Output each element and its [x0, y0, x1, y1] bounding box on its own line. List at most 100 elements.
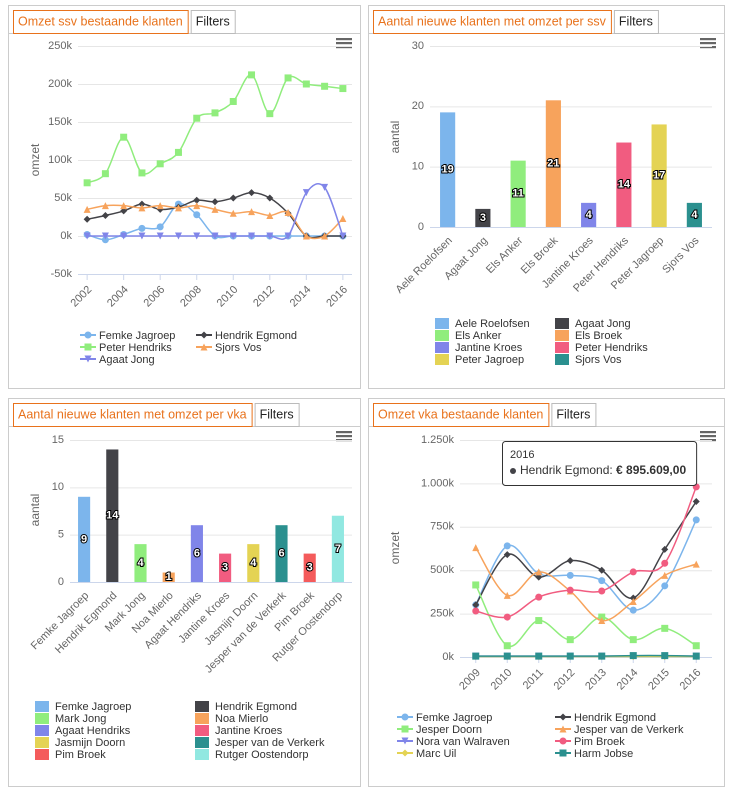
menu-line — [336, 38, 352, 41]
tab-filters[interactable]: Filters — [260, 407, 294, 421]
data-point — [138, 169, 146, 177]
legend-item[interactable]: Peter Jagroep — [435, 354, 524, 366]
legend-item[interactable]: Pim Broek — [555, 736, 625, 748]
legend-item[interactable]: Femke Jagroep — [80, 330, 175, 342]
legend-item[interactable]: Harm Jobse — [555, 748, 633, 760]
legend-label: Peter Jagroep — [455, 354, 524, 366]
legend-item[interactable]: Jesper Doorn — [397, 724, 482, 736]
y-tick-label: 20 — [412, 100, 424, 112]
data-point — [101, 232, 109, 240]
legend-item[interactable]: Sjors Vos — [196, 342, 262, 354]
data-point — [598, 566, 606, 574]
y-axis-label: omzet — [28, 143, 42, 176]
menu-button[interactable] — [336, 38, 352, 49]
chart-panel: Aantal nieuwe klanten met omzet per vka F… — [8, 398, 361, 787]
legend-swatch — [35, 713, 49, 724]
legend-label: Agaat Jong — [99, 354, 155, 366]
data-point — [472, 581, 480, 589]
legend-label: Mark Jong — [55, 713, 106, 725]
legend-label: Jantine Kroes — [215, 725, 283, 737]
data-point — [211, 232, 219, 240]
legend-item[interactable]: Hendrik Egmond — [196, 330, 297, 342]
legend-label: Sjors Vos — [575, 354, 622, 366]
legend-item[interactable]: Agaat Jong — [555, 318, 631, 330]
menu-line — [700, 435, 716, 438]
data-point — [156, 232, 164, 240]
legend-item[interactable]: Aele Roelofsen — [435, 318, 530, 330]
data-point — [566, 636, 574, 644]
data-point — [174, 204, 182, 212]
menu-button[interactable] — [700, 431, 716, 442]
legend-item[interactable]: Peter Hendriks — [80, 342, 172, 354]
legend-item[interactable]: Femke Jagroep — [35, 701, 131, 713]
legend-item[interactable]: Agaat Jong — [80, 354, 155, 366]
data-point — [661, 652, 669, 660]
legend-swatch — [555, 354, 569, 365]
legend-item[interactable]: Hendrik Egmond — [195, 701, 297, 713]
data-point — [120, 232, 128, 240]
data-label: 11 — [512, 188, 524, 200]
legend-item[interactable]: Jantine Kroes — [435, 342, 523, 354]
bar — [616, 142, 632, 227]
legend-label: Jesper Doorn — [416, 724, 482, 736]
legend-marker — [84, 343, 92, 351]
legend-label: Femke Jagroep — [99, 330, 175, 342]
tooltip-box — [502, 441, 698, 486]
tab-title[interactable]: Omzet vka bestaande klanten — [378, 407, 543, 421]
legend-item[interactable]: Hendrik Egmond — [555, 712, 656, 724]
legend-item[interactable]: Jasmijn Doorn — [35, 737, 125, 749]
legend-item[interactable]: Noa Mierlo — [195, 713, 268, 725]
legend-item[interactable]: Peter Hendriks — [555, 342, 648, 354]
tab-filters[interactable]: Filters — [619, 14, 653, 28]
y-tick-label: 10 — [52, 481, 64, 493]
data-point — [101, 202, 109, 210]
data-point — [339, 215, 347, 223]
legend-item[interactable]: Femke Jagroep — [397, 712, 492, 724]
data-point — [266, 194, 274, 202]
data-point — [302, 189, 310, 197]
menu-button[interactable] — [336, 431, 352, 442]
data-label: 4 — [586, 209, 593, 221]
data-point — [661, 559, 669, 567]
bar — [475, 208, 491, 227]
tab-title[interactable]: Aantal nieuwe klanten met omzet per vka — [18, 407, 247, 421]
data-label: 3 — [222, 562, 228, 574]
legend-label: Jantine Kroes — [455, 342, 523, 354]
legend-item[interactable]: Marc Uil — [397, 748, 456, 760]
tab-title[interactable]: Omzet ssv bestaande klanten — [18, 14, 183, 28]
legend-item[interactable]: Jantine Kroes — [195, 725, 283, 737]
tooltip-bullet — [510, 468, 516, 474]
menu-button[interactable] — [700, 38, 716, 49]
tab-filters[interactable]: Filters — [196, 14, 230, 28]
y-tick-label: 1.000k — [421, 477, 455, 489]
data-point — [83, 179, 91, 187]
data-point — [566, 557, 574, 565]
data-point — [535, 652, 543, 660]
data-point — [339, 85, 347, 93]
data-point — [101, 170, 109, 178]
legend-item[interactable]: Els Broek — [555, 330, 623, 342]
legend-swatch — [35, 737, 49, 748]
legend-label: Marc Uil — [416, 748, 456, 760]
legend-item[interactable]: Sjors Vos — [555, 354, 622, 366]
legend-item[interactable]: Pim Broek — [35, 749, 106, 761]
legend-label: Peter Hendriks — [99, 342, 172, 354]
bar — [651, 124, 667, 227]
legend-item[interactable]: Rutger Oostendorp — [195, 749, 309, 761]
tab-title[interactable]: Aantal nieuwe klanten met omzet per ssv — [378, 14, 607, 28]
legend-item[interactable]: Mark Jong — [35, 713, 106, 725]
data-point — [692, 516, 700, 524]
menu-line — [336, 435, 352, 438]
legend-item[interactable]: Nora van Walraven — [397, 736, 510, 748]
legend-item[interactable]: Jesper van de Verkerk — [555, 724, 684, 736]
data-point — [138, 200, 146, 208]
tab-filters[interactable]: Filters — [556, 407, 590, 421]
data-point — [629, 606, 637, 614]
legend-item[interactable]: Jesper van de Verkerk — [195, 737, 325, 749]
legend-label: Els Broek — [575, 330, 623, 342]
legend-item[interactable]: Els Anker — [435, 330, 502, 342]
data-point — [248, 71, 256, 79]
legend-item[interactable]: Agaat Hendriks — [35, 725, 131, 737]
legend-marker — [559, 725, 567, 733]
